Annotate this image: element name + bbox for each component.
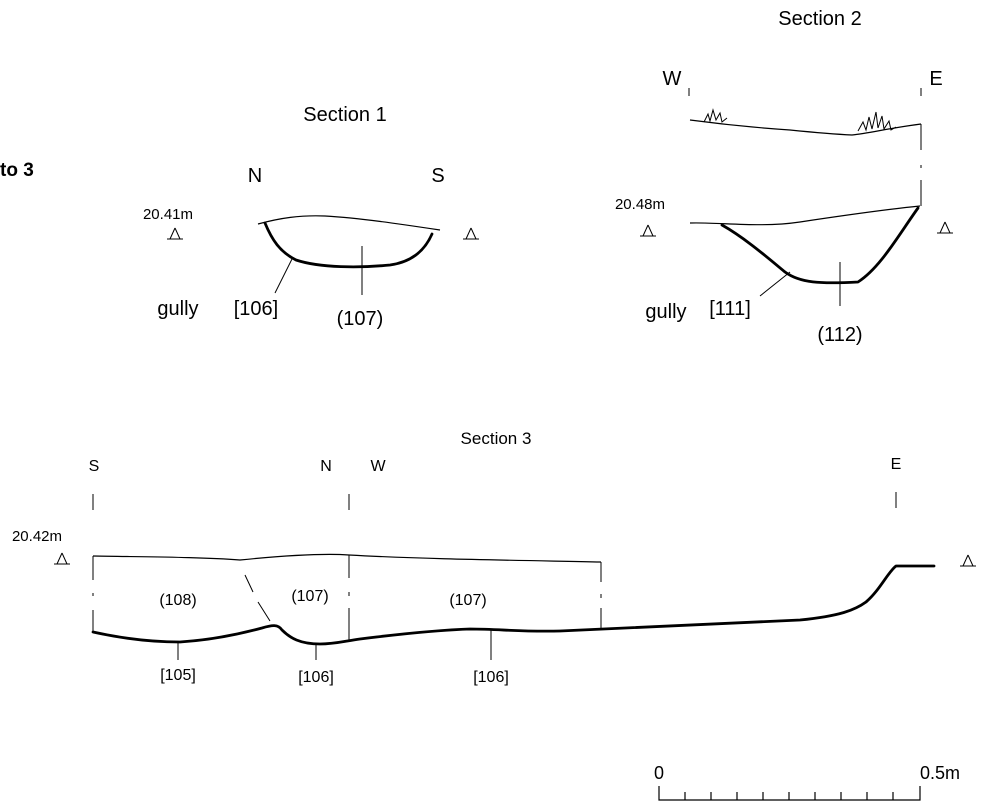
section-2-upper-ground — [689, 119, 922, 136]
section-3-fill-interface — [244, 574, 271, 622]
section-3-cut-profile — [91, 564, 936, 646]
section-2-west-label: W — [663, 68, 682, 90]
section-1-datum-marker-left — [167, 227, 183, 240]
section-1-north-label: N — [248, 165, 262, 187]
section-3-cut-105: [105] — [160, 667, 196, 684]
section-2-east-label: E — [929, 68, 942, 90]
section-1: Section 1 N S 20.41m gully [106] (107) — [143, 104, 479, 330]
section-3-cut-106-south: [106] — [298, 669, 334, 686]
section-3-south-label: S — [89, 458, 100, 475]
section-2-vegetation-left — [703, 108, 728, 123]
section-1-cut-profile — [263, 221, 434, 269]
section-2-title: Section 2 — [778, 8, 861, 30]
section-3-cut-106-east: [106] — [473, 669, 509, 686]
section-2-ground-surface — [689, 205, 921, 226]
section-3-ground-surface — [92, 553, 602, 563]
section-3-datum-marker-left — [54, 552, 70, 565]
section-1-datum-label: 20.41m — [143, 206, 193, 223]
section-3-west-label: W — [370, 458, 386, 475]
section-3-fill-107-south: (107) — [291, 588, 328, 605]
section-3-north-label: N — [320, 458, 332, 475]
section-1-ground-surface — [257, 215, 441, 231]
section-2-fill-label: (112) — [817, 324, 862, 346]
section-3-title: Section 3 — [461, 429, 532, 448]
section-2-feature-label: gully — [645, 301, 686, 323]
section-1-cut-label: [106] — [234, 298, 278, 320]
section-2-datum-marker-left — [640, 224, 656, 237]
section-2: Section 2 W E 20.48m gully [111] ( — [615, 8, 953, 346]
section-1-title: Section 1 — [303, 104, 386, 126]
figure-heading: to 3 — [0, 160, 34, 181]
section-2-datum-label: 20.48m — [615, 196, 665, 213]
section-2-cut-profile — [720, 206, 920, 285]
section-2-cut-leader — [759, 271, 791, 297]
section-3-fill-107-east: (107) — [449, 592, 486, 609]
section-1-cut-leader — [274, 256, 294, 294]
section-2-cut-label: [111] — [709, 298, 751, 320]
section-2-vegetation-right — [857, 111, 897, 132]
section-3-east-label: E — [891, 456, 902, 473]
section-1-fill-label: (107) — [337, 308, 384, 330]
scale-bar-end-label: 0.5m — [920, 763, 960, 783]
section-1-feature-label: gully — [157, 298, 198, 320]
scale-bar: 0 0.5m — [654, 763, 960, 801]
section-1-datum-marker-right — [463, 227, 479, 240]
section-1-south-label: S — [431, 165, 444, 187]
section-3: Section 3 S N W E 20.42m (108) (107) — [12, 429, 976, 686]
section-3-datum-label: 20.42m — [12, 528, 62, 545]
section-3-fill-108: (108) — [159, 592, 196, 609]
section-3-datum-marker-right — [960, 554, 976, 567]
section-2-datum-marker-right — [937, 221, 953, 234]
scale-bar-ticks — [684, 792, 894, 800]
scale-bar-start-label: 0 — [654, 763, 664, 783]
